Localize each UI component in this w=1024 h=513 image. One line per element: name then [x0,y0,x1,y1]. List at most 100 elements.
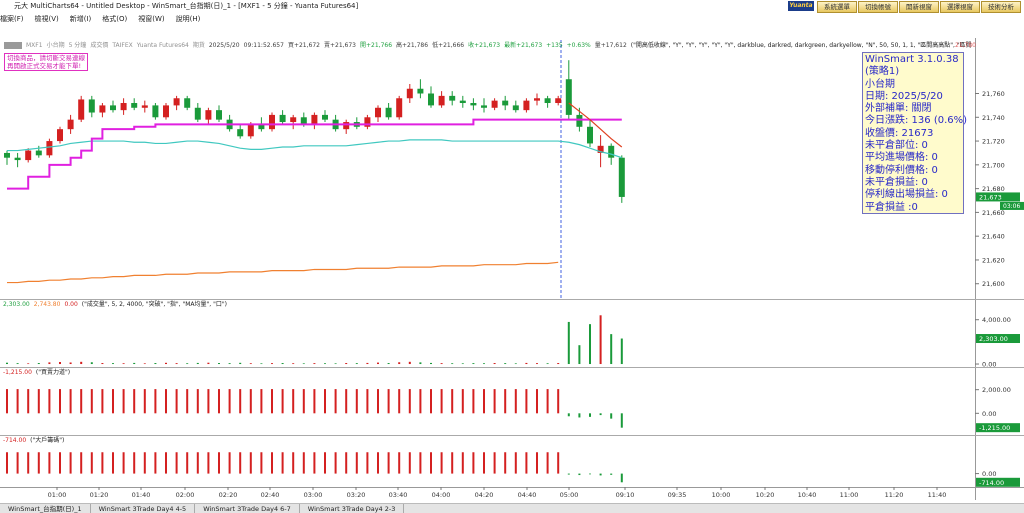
info-line: 移動停利價格: 0 [865,164,938,176]
info-line: 停利線出場損益: 0 [865,189,948,201]
histogram-bar [620,338,623,365]
histogram-bar [345,363,348,365]
candle-body [173,98,180,106]
candle-body [385,107,392,118]
histogram-bar [355,452,358,474]
histogram-bar [514,452,517,474]
header-item: 09:11:52.657 [243,42,284,49]
histogram-bar [48,362,51,365]
y-tick-label: 21,600 [982,280,1005,288]
candle-body [375,107,381,118]
menu-item[interactable]: 新增(I) [69,15,92,23]
histogram-bar [440,389,443,414]
histogram-bar [27,452,30,474]
histogram-bar [16,363,19,365]
histogram-bar [228,363,231,365]
chart-bg [0,38,1024,503]
time-label: 03:00 [304,491,323,499]
info-line: 今日漲跌: 136 (0.6%) [865,115,968,127]
y-tick-label: 21,680 [982,185,1005,193]
candle-body [141,105,148,108]
candle-body [290,117,297,123]
histogram-bar [143,389,146,414]
histogram-bar [430,389,432,414]
menu-item[interactable]: 檢視(V) [34,15,59,23]
candle-body [491,100,498,108]
tab[interactable]: WinSmart 3Trade Day4 4-5 [91,504,196,513]
menu-item[interactable]: 格式(O) [102,15,128,23]
histogram-bar [69,389,72,414]
indicator-line [7,139,622,159]
histogram-bar [377,452,379,474]
candle-body [576,114,583,127]
y-tick-label: 2,000.00 [982,386,1011,394]
menu-item[interactable]: 說明(H) [175,15,201,23]
histogram-bar [186,363,189,365]
toolbar-button[interactable]: 選擇視窗 [940,1,980,13]
histogram-bar [27,363,30,365]
histogram-bar [567,413,570,417]
y-tick-label: 0.00 [982,410,996,418]
histogram-bar [546,363,549,365]
histogram-bar [218,452,220,474]
time-label: 10:00 [712,491,731,499]
indicator-params: ("開高低收線", "Y", "Y", "Y", "Y", "Y", darkb… [630,42,971,49]
candle-body [523,100,530,111]
tab[interactable]: WinSmart 3Trade Day4 6-7 [195,504,300,513]
time-label: 02:40 [261,491,280,499]
toolbar-button[interactable]: 技術分析 [981,1,1021,13]
menu-item[interactable]: 檔案(F) [0,15,24,23]
histogram-bar [472,452,475,474]
histogram-bar [260,389,263,414]
candle-body [512,105,519,111]
toolbar-button[interactable]: 開新視窗 [899,1,939,13]
power-header: -1,215.00 ("買賣力道") [3,368,903,377]
histogram-bar [80,452,83,474]
histogram-bar [196,389,199,414]
histogram-bar [578,413,581,418]
histogram-bar [493,452,496,474]
histogram-bar [101,389,104,414]
histogram-bar [610,473,613,475]
time-label: 01:40 [132,491,151,499]
y-tick-label: 4,000.00 [982,316,1011,324]
histogram-bar [599,473,602,476]
histogram-bar [112,363,114,365]
candle-body [46,141,53,156]
histogram-bar [249,389,252,414]
volume-header: 2,303.00 2,743.80 0.00 ("成交量", 5, 2, 4000, … [3,300,903,309]
histogram-bar [122,452,125,474]
histogram-bar [59,389,61,414]
histogram-bar [154,389,157,414]
toolbar-button[interactable]: 切換帳號 [858,1,898,13]
time-label: 01:20 [90,491,109,499]
note-line: 再開啟正式交易才能下單! [7,62,82,70]
histogram-bar [398,452,401,474]
last-price-label: 21,673 [979,193,1002,201]
candle-body [406,88,413,99]
indicator-line [7,261,559,284]
info-line: 平均進場價格: 0 [865,152,938,164]
tab[interactable]: WinSmart_台指期(日)_1 [0,504,91,513]
time-label: 02:20 [219,491,238,499]
time-label: 01:00 [48,491,67,499]
histogram-bar [324,452,326,474]
header-item: 2,743.80 [33,301,61,308]
tab[interactable]: WinSmart 3Trade Day4 2-3 [300,504,405,513]
candle-body [78,99,85,120]
indicator-line [568,102,623,148]
histogram-bar [398,389,401,414]
histogram-bar [59,362,61,365]
toolbar-button[interactable]: 系統選單 [817,1,857,13]
menu-item[interactable]: 視窗(W) [138,15,165,23]
histogram-bar [408,361,411,365]
candle-body [120,103,127,111]
whale-header: -714.00 ("大戶籌碼") [3,436,903,445]
histogram-bar [313,389,316,414]
histogram-bar [218,389,220,414]
histogram-bar [355,389,358,414]
histogram-bar [483,452,485,474]
histogram-bar [546,389,549,414]
header-item: +0.63% [566,42,591,49]
histogram-bar [451,452,454,474]
